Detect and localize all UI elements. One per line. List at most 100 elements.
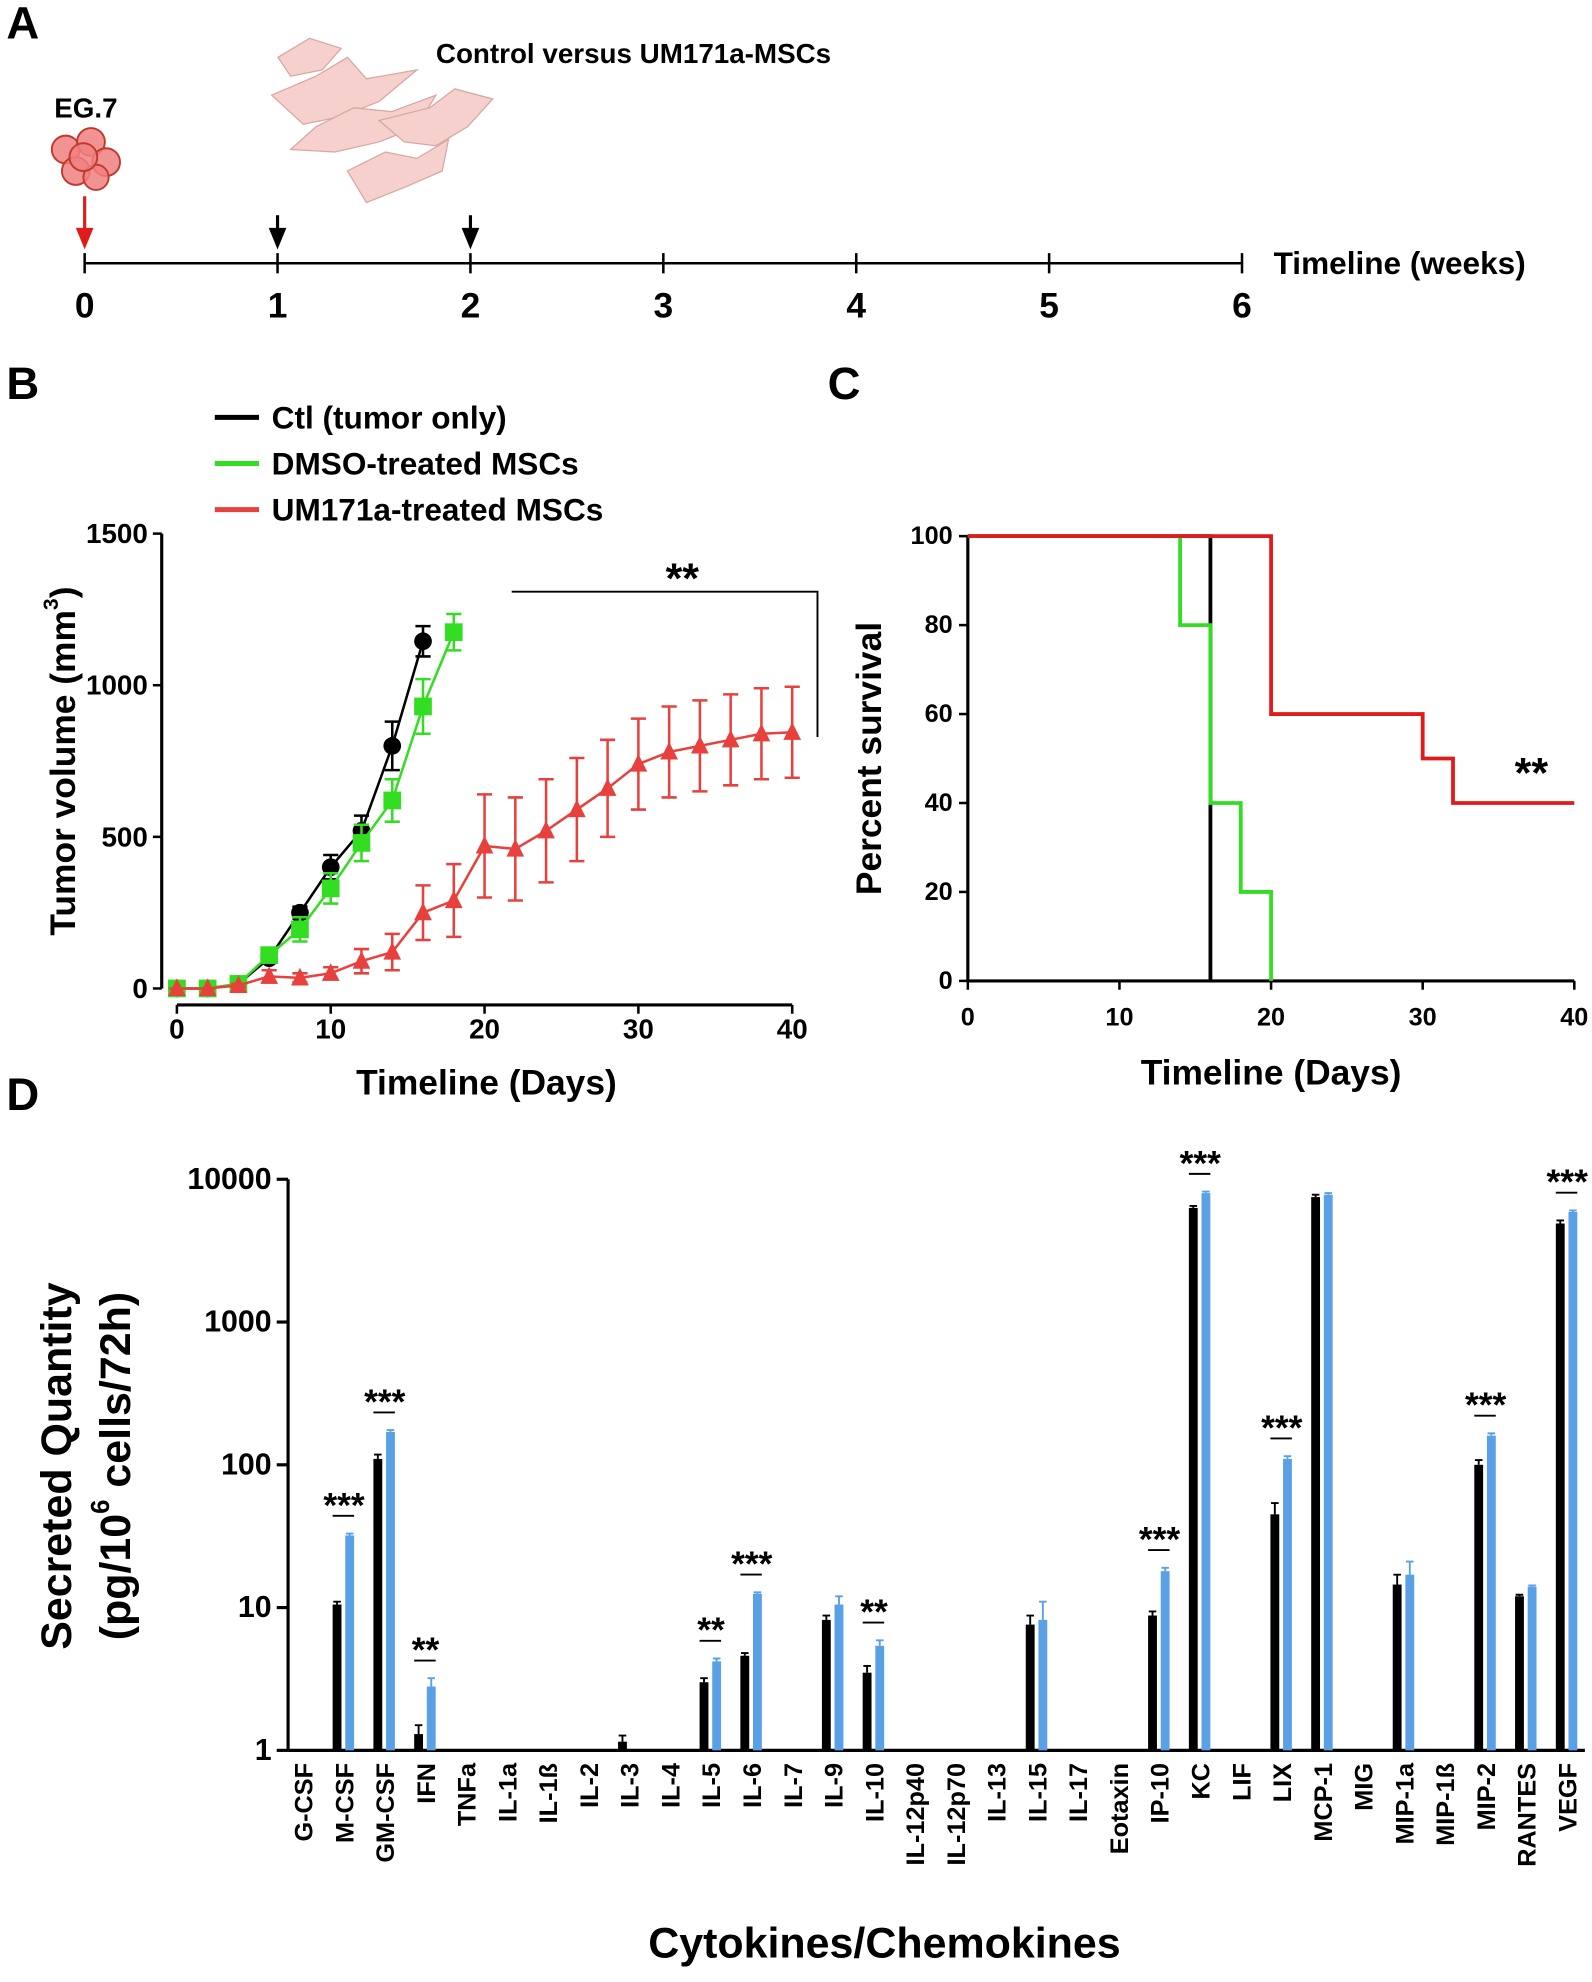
error-bar — [875, 1639, 884, 1646]
legend-label: Ctl (tumor only) — [272, 399, 507, 435]
y-axis-label: Percent survival — [850, 622, 889, 895]
legend-label: DMSO-treated MSCs — [272, 445, 579, 481]
point — [444, 890, 463, 909]
bar — [862, 1672, 872, 1751]
x-tick-label: 1 — [268, 287, 288, 326]
error-bar — [1202, 1190, 1210, 1194]
series-line — [176, 631, 455, 990]
x-tick-label: IL-10 — [861, 1763, 889, 1822]
y-tick-label: 0 — [132, 973, 147, 1004]
x-tick-label: M-CSF — [331, 1763, 359, 1843]
y-axis-label-text: (pg/10 — [92, 1514, 140, 1640]
point — [660, 741, 678, 760]
bar — [753, 1593, 762, 1751]
x-tick-label: MIP-1a — [1391, 1762, 1419, 1844]
significance-label: ** — [666, 555, 700, 603]
tumor-cells-icon — [50, 127, 121, 191]
x-tick-label: 10 — [315, 1013, 346, 1044]
bar — [345, 1535, 355, 1751]
error-bar — [712, 1657, 721, 1662]
y-tick-label: 500 — [101, 821, 147, 852]
x-tick-label: TNFa — [454, 1762, 482, 1826]
error-bar — [414, 1724, 423, 1735]
bar — [618, 1741, 627, 1751]
bar — [1474, 1464, 1484, 1751]
point — [414, 632, 432, 651]
x-tick-label: Eotaxin — [1106, 1763, 1134, 1854]
x-axis-label: Timeline (Days) — [1141, 1054, 1402, 1093]
x-tick-label: 2 — [461, 287, 481, 326]
bar — [1392, 1584, 1402, 1751]
x-tick-label: IL-7 — [780, 1763, 808, 1808]
error-bar — [427, 1677, 436, 1687]
significance-label: ** — [412, 1631, 440, 1670]
x-tick-label: 40 — [1560, 1004, 1588, 1032]
error-bar — [1311, 1193, 1320, 1198]
error-bar — [835, 1595, 843, 1605]
x-tick-label: IL-6 — [739, 1763, 767, 1808]
error-bar — [1569, 1209, 1577, 1212]
y-axis-label: Tumor volume (mm3) — [39, 587, 82, 936]
error-bar — [1474, 1459, 1483, 1465]
x-tick-label: 30 — [623, 1013, 654, 1044]
error-bar — [753, 1591, 762, 1594]
x-tick-label: 10 — [1105, 1004, 1133, 1032]
point — [260, 946, 279, 964]
significance-label: ** — [1515, 750, 1549, 798]
point — [629, 753, 648, 772]
bar — [875, 1645, 885, 1751]
panel-letter: D — [6, 1069, 39, 1120]
x-tick-label: LIF — [1228, 1763, 1256, 1801]
x-tick-label: 5 — [1039, 287, 1059, 326]
error-bar — [1283, 1455, 1292, 1459]
panel-letter: A — [6, 0, 39, 49]
x-tick-label: RANTES — [1514, 1763, 1542, 1867]
x-tick-label: IL-1ß — [535, 1763, 563, 1823]
point — [721, 729, 740, 748]
error-bar — [333, 1600, 341, 1605]
y-tick-label: 80 — [925, 611, 953, 639]
point — [383, 941, 402, 960]
bar — [821, 1619, 831, 1751]
arrow-head — [461, 227, 480, 250]
bar — [1323, 1194, 1333, 1751]
bar — [1148, 1615, 1157, 1751]
point — [537, 820, 555, 839]
significance-label: *** — [364, 1383, 406, 1422]
y-tick-label: 100 — [221, 1448, 272, 1481]
x-tick-label: LIX — [1269, 1763, 1297, 1802]
y-tick-label: 40 — [925, 789, 953, 817]
x-axis-label: Timeline (Days) — [356, 1064, 617, 1103]
x-tick-label: MIG — [1351, 1763, 1379, 1811]
error-bar — [741, 1652, 749, 1656]
error-bar — [345, 1532, 354, 1536]
point — [321, 858, 340, 877]
cell-label: EG.7 — [54, 92, 117, 123]
point — [568, 799, 586, 818]
error-bar — [374, 1453, 382, 1459]
bar — [1270, 1514, 1280, 1751]
error-bar — [386, 1429, 395, 1432]
y-tick-label: 100 — [911, 522, 953, 550]
significance-label: *** — [1180, 1144, 1222, 1183]
bar — [1486, 1435, 1496, 1751]
x-tick-label: IL-3 — [617, 1763, 645, 1808]
y-tick-label: 10000 — [187, 1163, 271, 1196]
significance-label: *** — [1261, 1409, 1303, 1448]
x-tick-label: GM-CSF — [372, 1763, 400, 1863]
x-tick-label: IL-12p40 — [902, 1763, 930, 1865]
panel-letter: B — [6, 358, 39, 409]
point — [414, 902, 432, 921]
x-tick-label: IL-17 — [1065, 1763, 1093, 1822]
x-tick-label: IP-10 — [1147, 1763, 1175, 1823]
error-bar — [1393, 1573, 1401, 1585]
point — [783, 722, 802, 740]
x-tick-label: IL-12p70 — [943, 1763, 971, 1865]
x-tick-label: 4 — [846, 287, 866, 326]
error-bar — [1556, 1219, 1565, 1224]
bar — [1311, 1197, 1321, 1751]
bar — [712, 1661, 722, 1751]
survival-line — [967, 534, 1273, 981]
y-tick-label: 0 — [939, 967, 953, 995]
bar — [332, 1604, 342, 1751]
